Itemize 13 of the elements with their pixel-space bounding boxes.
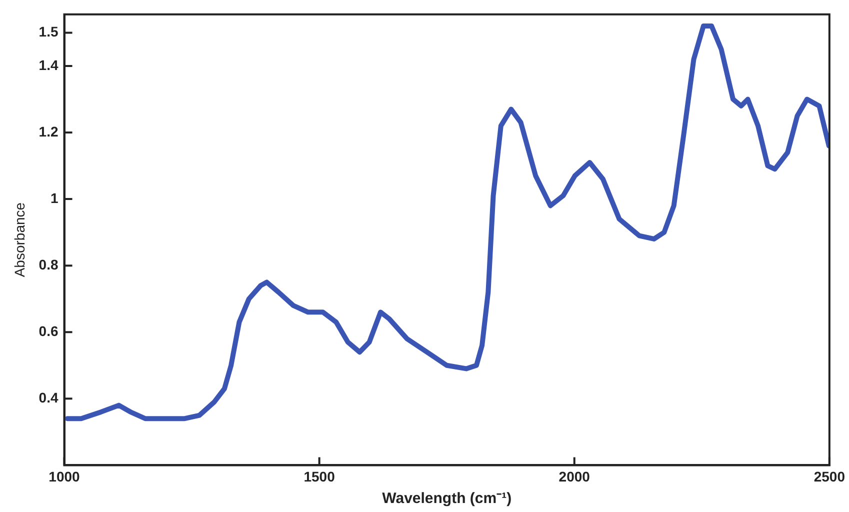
y-tick-label: 0.8 bbox=[38, 256, 58, 272]
y-tick-label: 1.4 bbox=[38, 56, 58, 73]
y-tick-label: 1 bbox=[50, 190, 58, 206]
y-tick-label: 0.4 bbox=[38, 390, 58, 406]
y-tick-label: 1.2 bbox=[38, 123, 58, 140]
x-axis-title: Wavelength (cm⁻¹) bbox=[382, 490, 512, 508]
x-tick-label: 1500 bbox=[304, 468, 336, 484]
y-tick-label: 0.6 bbox=[38, 322, 58, 339]
x-tick-label: 1000 bbox=[48, 468, 80, 484]
x-tick-label: 2000 bbox=[558, 468, 590, 484]
y-tick-label: 1.5 bbox=[38, 24, 58, 40]
x-tick-label: 2500 bbox=[814, 468, 846, 484]
y-axis-title: Absorbance bbox=[11, 202, 28, 278]
